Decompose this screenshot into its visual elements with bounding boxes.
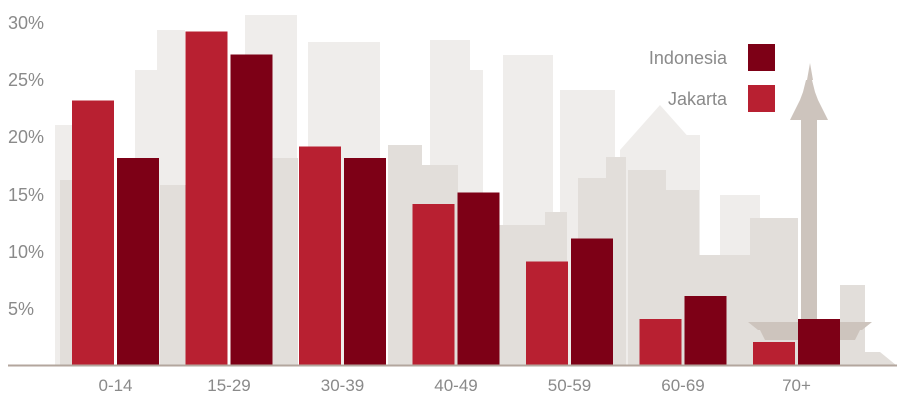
y-tick-label: 5% [8,299,34,319]
bar-jakarta-15-29: Jakarta 15-29: 29% [185,31,228,365]
legend: Indonesia Jakarta [649,44,775,112]
bar-indonesia-60-69: Indonesia 60-69: 6% [684,296,727,365]
y-tick-label: 30% [8,13,44,33]
legend-label-indonesia: Indonesia [649,48,728,68]
y-tick-label: 15% [8,185,44,205]
bar-jakarta-40-49: Jakarta 40-49: 14% [412,204,455,365]
y-tick-label: 20% [8,127,44,147]
x-tick-label: 60-69 [661,376,704,395]
legend-swatch-indonesia [748,44,775,71]
bar-jakarta-50-59: Jakarta 50-59: 9% [526,261,568,365]
bar-indonesia-30-39: Indonesia 30-39: 18% [344,158,386,365]
x-tick-label: 30-39 [321,376,364,395]
bar-indonesia-50-59: Indonesia 50-59: 11% [571,238,613,365]
bar-jakarta-70+: Jakarta 70+: 2% [753,342,795,365]
x-tick-label: 15-29 [207,376,250,395]
legend-swatch-jakarta [748,85,775,112]
x-tick-label: 0-14 [98,376,132,395]
bar-jakarta-30-39: Jakarta 30-39: 19% [299,146,341,365]
bars-layer: Jakarta 0-14: 23% Jakarta 15-29: 29% Jakar… [72,31,840,365]
x-axis: 0-14 15-29 30-39 40-49 50-59 60-69 70+ [8,364,897,395]
bar-indonesia-0-14: Indonesia 0-14: 18% [117,158,159,365]
y-tick-label: 10% [8,242,44,262]
legend-label-jakarta: Jakarta [668,89,728,109]
bar-jakarta-60-69: Jakarta 60-69: 4% [639,319,682,365]
x-tick-label: 70+ [782,376,811,395]
bar-jakarta-0-14: Jakarta 0-14: 23% [72,100,114,365]
x-tick-label: 50-59 [548,376,591,395]
bar-indonesia-40-49: Indonesia 40-49: 15% [457,192,500,365]
bar-indonesia-70+: Indonesia 70+: 4% [798,319,840,365]
y-axis: 5% 10% 15% 20% 25% 30% [8,13,44,319]
y-tick-label: 25% [8,70,44,90]
bar-indonesia-15-29: Indonesia 15-29: 27% [230,54,273,365]
x-tick-label: 40-49 [434,376,477,395]
